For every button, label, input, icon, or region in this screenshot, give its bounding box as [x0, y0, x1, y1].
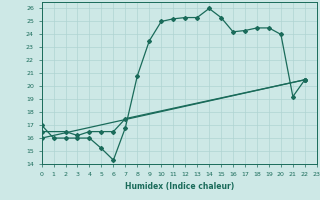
X-axis label: Humidex (Indice chaleur): Humidex (Indice chaleur) [124, 182, 234, 191]
